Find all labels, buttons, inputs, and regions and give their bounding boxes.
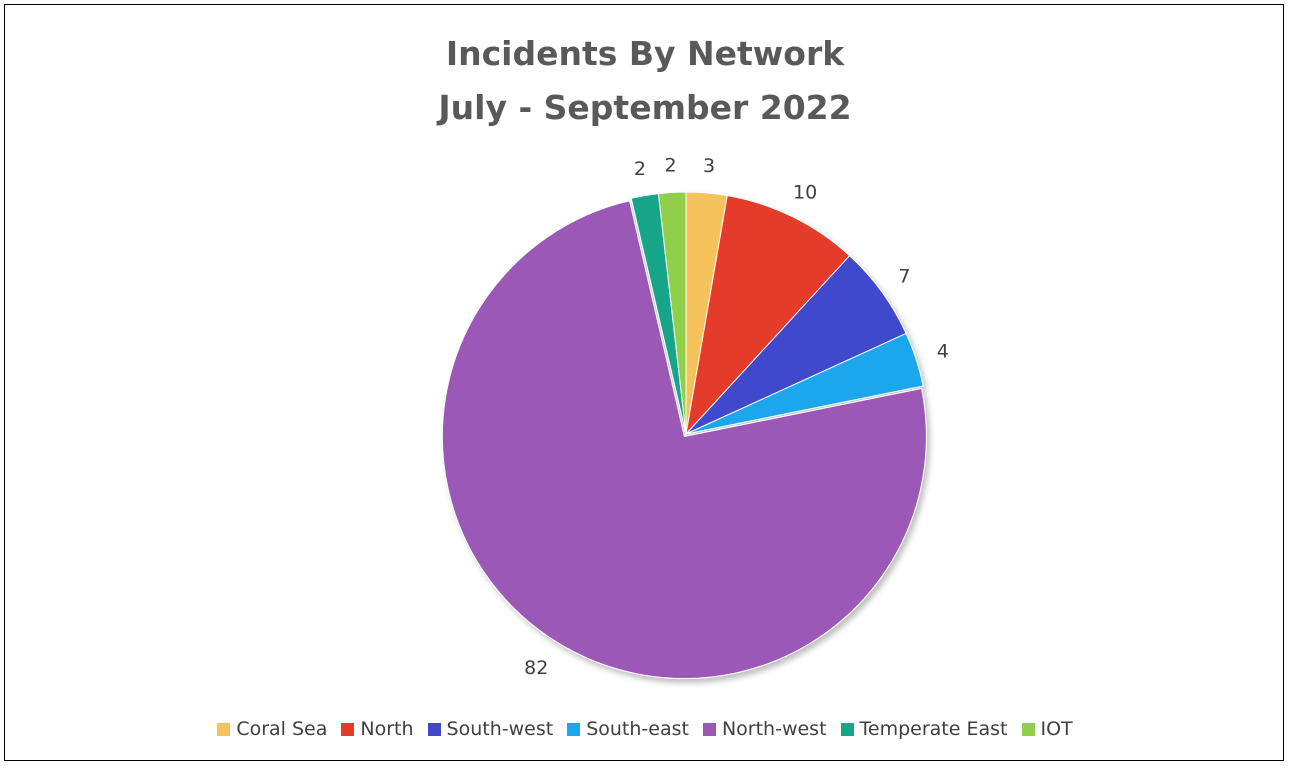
data-label-north: 10 <box>793 182 817 204</box>
pie-slice-iot <box>657 191 687 435</box>
data-label-north-west: 82 <box>524 657 548 679</box>
legend-swatch <box>702 722 716 736</box>
legend-swatch <box>341 722 355 736</box>
data-label-temperate-east: 2 <box>634 158 646 180</box>
pie-slice-north-west <box>441 200 927 679</box>
pie-slice-north <box>685 194 851 436</box>
legend-swatch <box>567 722 581 736</box>
legend-swatch <box>1021 722 1035 736</box>
chart-subtitle: July - September 2022 <box>438 88 852 127</box>
legend-swatch <box>427 722 441 736</box>
legend-label: South-west <box>446 718 554 740</box>
legend-item-south-east: South-east <box>567 718 689 740</box>
legend-item-temperate-east: Temperate East <box>840 718 1008 740</box>
legend-swatch <box>840 722 854 736</box>
data-label-south-east: 4 <box>937 341 949 363</box>
legend-item-south-west: South-west <box>427 718 554 740</box>
legend-label: Temperate East <box>859 718 1008 740</box>
legend-item-north-west: North-west <box>702 718 827 740</box>
legend-label: South-east <box>586 718 689 740</box>
legend-item-iot: IOT <box>1021 718 1073 740</box>
data-label-iot: 2 <box>665 154 677 176</box>
pie-slice-south-east <box>685 332 924 435</box>
legend-item-north: North <box>341 718 414 740</box>
legend-label: North-west <box>721 718 827 740</box>
legend-label: IOT <box>1040 718 1073 740</box>
legend-label: Coral Sea <box>236 718 328 740</box>
data-label-south-west: 7 <box>898 265 910 287</box>
data-label-coral-sea: 3 <box>703 155 715 177</box>
legend-item-coral-sea: Coral Sea <box>217 718 327 740</box>
chart-title: Incidents By Network <box>445 34 845 73</box>
legend-label: North <box>360 718 414 740</box>
legend-swatch <box>217 722 231 736</box>
chart-legend: Coral Sea North South-west South-east North-… <box>0 718 1290 740</box>
